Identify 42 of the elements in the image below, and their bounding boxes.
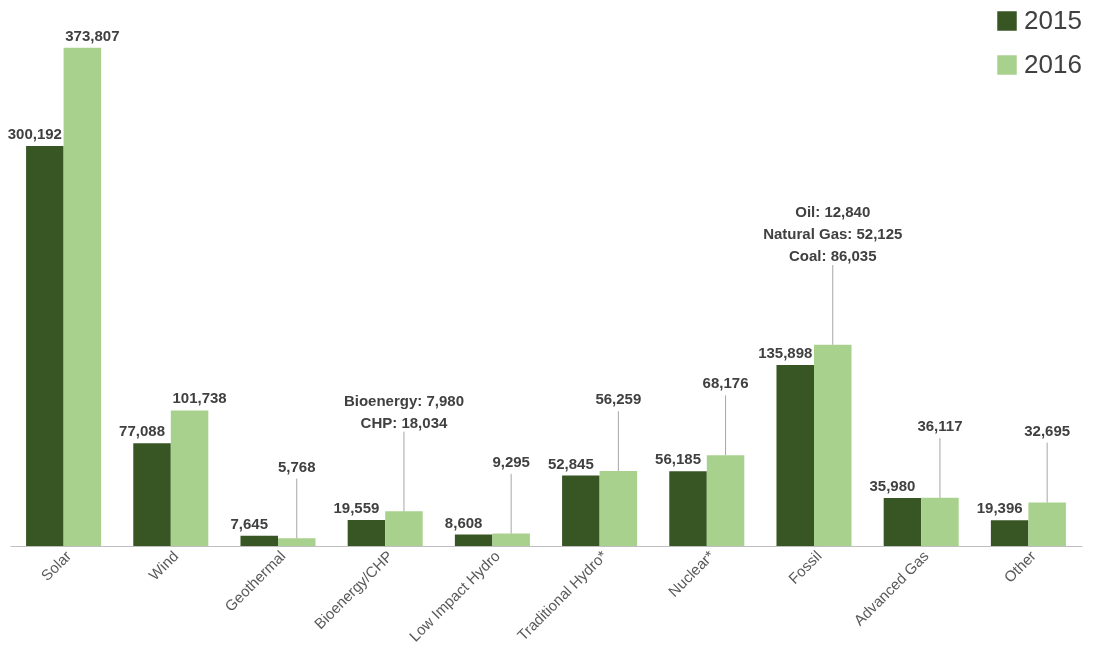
bar xyxy=(814,344,852,546)
bar xyxy=(63,47,102,546)
bar xyxy=(990,520,1029,546)
data-label: 36,117 xyxy=(917,417,963,435)
annotation: Bioenergy: 7,980 CHP: 18,034 xyxy=(343,391,464,431)
data-label: 68,176 xyxy=(702,374,749,392)
bar xyxy=(599,471,638,546)
bar xyxy=(776,364,814,546)
bar xyxy=(1028,502,1066,546)
bar xyxy=(454,534,493,546)
data-label: 32,695 xyxy=(1024,421,1071,439)
bar xyxy=(492,533,530,546)
bar xyxy=(669,471,707,546)
data-label: 300,192 xyxy=(7,124,62,142)
bar xyxy=(278,538,316,546)
annotation: Oil: 12,840 Natural Gas: 52,125 Coal: 86,035 xyxy=(763,203,903,265)
data-label: 19,559 xyxy=(333,498,380,516)
bar xyxy=(347,519,386,546)
bar xyxy=(240,535,278,546)
data-label: 373,807 xyxy=(65,26,120,44)
bar xyxy=(133,443,171,546)
data-label: 56,259 xyxy=(595,390,642,408)
data-label: 52,845 xyxy=(547,454,594,472)
data-label: 56,185 xyxy=(655,450,701,468)
data-label: 35,980 xyxy=(869,477,916,495)
data-label: 77,088 xyxy=(119,422,165,440)
bar xyxy=(883,498,922,546)
bar xyxy=(385,511,423,546)
bar xyxy=(562,475,600,546)
data-label: 5,768 xyxy=(277,457,316,475)
data-label: 135,898 xyxy=(758,343,813,361)
bar xyxy=(706,455,745,546)
data-label: 7,645 xyxy=(230,514,269,532)
data-label: 8,608 xyxy=(444,513,483,531)
legend-label: 2015 xyxy=(1024,5,1082,35)
bar xyxy=(921,497,959,546)
bar xyxy=(26,145,64,546)
legend-label: 2016 xyxy=(1024,49,1082,79)
data-label: 9,295 xyxy=(492,452,530,470)
data-label: 19,396 xyxy=(976,499,1023,517)
data-label: 101,738 xyxy=(172,389,227,407)
bar xyxy=(170,410,209,546)
